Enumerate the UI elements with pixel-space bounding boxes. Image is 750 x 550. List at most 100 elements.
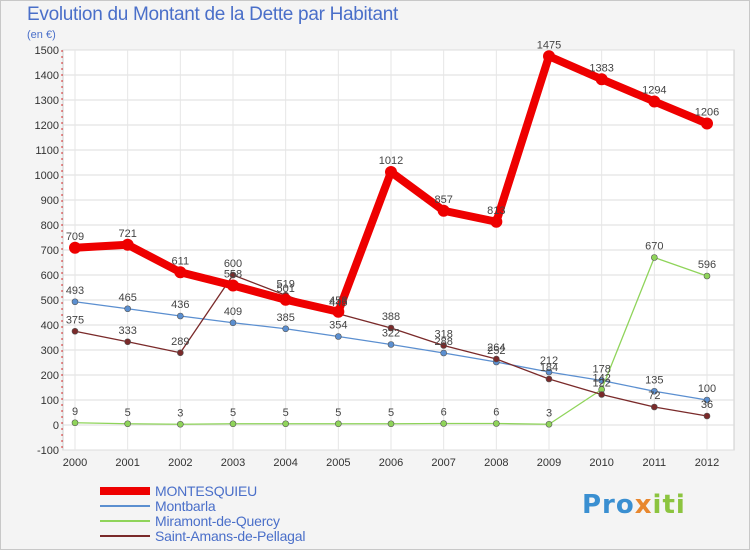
- data-label: 445: [329, 297, 347, 309]
- data-point: [387, 324, 395, 332]
- y-tick-label: 200: [41, 370, 59, 382]
- data-label: 142: [592, 373, 610, 385]
- data-point: [493, 420, 500, 427]
- data-point: [543, 50, 555, 63]
- data-point: [493, 355, 500, 363]
- y-tick-label: 600: [41, 270, 59, 282]
- y-tick-label: 500: [41, 295, 59, 307]
- data-label: 709: [66, 231, 84, 243]
- data-label: 318: [434, 329, 452, 341]
- data-label: 3: [177, 407, 183, 419]
- x-tick-label: 2003: [221, 457, 245, 469]
- y-tick-label: 100: [41, 395, 59, 407]
- data-label: 409: [224, 306, 242, 318]
- x-tick-label: 2007: [431, 457, 455, 469]
- data-label: 600: [224, 258, 242, 270]
- y-tick-label: -100: [37, 445, 59, 457]
- data-point: [703, 412, 711, 420]
- x-tick-label: 2008: [484, 457, 508, 469]
- data-label: 135: [645, 374, 663, 386]
- chart-unit: (en €): [27, 29, 56, 41]
- data-point: [545, 375, 553, 383]
- data-label: 1383: [589, 62, 613, 74]
- data-point: [385, 166, 397, 178]
- data-point: [282, 420, 289, 428]
- data-point: [545, 368, 553, 376]
- y-tick-label: 700: [41, 245, 59, 257]
- data-point: [121, 238, 134, 251]
- logo-part2: x: [634, 490, 653, 520]
- x-tick-label: 2012: [695, 457, 719, 469]
- data-point: [335, 420, 342, 428]
- data-point: [124, 338, 131, 346]
- data-label: 436: [171, 299, 189, 311]
- x-tick-label: 2005: [326, 457, 350, 469]
- x-tick-label: 2006: [379, 457, 403, 469]
- y-tick-label: 900: [41, 195, 59, 207]
- x-tick-label: 2010: [589, 457, 613, 469]
- data-label: 501: [276, 283, 294, 295]
- data-point: [332, 305, 345, 318]
- data-label: 1012: [379, 155, 403, 167]
- chart-title: Evolution du Montant de la Dette par Hab…: [27, 4, 398, 25]
- x-tick-label: 2009: [537, 457, 561, 469]
- y-tick-label: 1500: [35, 45, 59, 57]
- data-label: 6: [493, 407, 499, 419]
- data-point: [177, 312, 184, 320]
- data-point: [440, 349, 447, 357]
- data-label: 289: [171, 336, 189, 348]
- data-label: 385: [276, 312, 294, 324]
- data-label: 670: [645, 241, 663, 253]
- data-label: 122: [592, 378, 610, 390]
- legend-label: Miramont-de-Quercy: [155, 513, 280, 529]
- data-label: 1475: [537, 39, 561, 51]
- data-point: [387, 341, 395, 348]
- x-tick-label: 2000: [63, 457, 87, 469]
- data-label: 9: [72, 406, 78, 418]
- y-tick-label: 1200: [35, 120, 59, 132]
- data-point: [490, 215, 503, 228]
- data-point: [71, 298, 79, 306]
- data-point: [229, 271, 237, 279]
- data-label: 721: [118, 228, 136, 240]
- legend-label: Saint-Amans-de-Pellagal: [155, 528, 306, 544]
- y-tick-label: 0: [53, 420, 59, 432]
- data-point: [651, 387, 658, 395]
- data-point: [174, 266, 187, 279]
- data-point: [703, 272, 711, 280]
- logo-part1: Pro: [582, 490, 635, 520]
- y-tick-label: 1400: [35, 70, 59, 82]
- data-label: 36: [701, 399, 713, 411]
- data-label: 465: [118, 292, 136, 304]
- data-label: 5: [335, 407, 341, 419]
- data-point: [279, 293, 292, 306]
- data-label: 596: [698, 259, 716, 271]
- data-label: 184: [540, 362, 558, 374]
- y-tick-label: 800: [41, 220, 59, 232]
- data-label: 6: [441, 407, 447, 419]
- data-point: [124, 305, 131, 313]
- data-point: [387, 420, 395, 428]
- data-point: [71, 419, 79, 427]
- data-point: [71, 327, 79, 335]
- data-label: 5: [125, 407, 131, 419]
- data-point: [177, 349, 184, 357]
- legend-swatch: [100, 487, 150, 495]
- data-label: 3: [546, 407, 552, 419]
- data-point: [651, 254, 658, 261]
- data-point: [440, 342, 447, 349]
- data-point: [648, 95, 661, 108]
- x-tick-label: 2002: [168, 457, 192, 469]
- data-point: [440, 420, 447, 427]
- data-label: 354: [329, 320, 347, 332]
- data-label: 288: [434, 336, 452, 348]
- legend-swatch: [100, 505, 150, 507]
- logo-part3: iti: [652, 490, 686, 520]
- data-point: [651, 403, 658, 411]
- data-label: 5: [283, 407, 289, 419]
- data-label: 1294: [642, 85, 666, 97]
- data-label: 100: [698, 383, 716, 395]
- x-tick-label: 2004: [273, 457, 297, 469]
- data-point: [598, 391, 605, 398]
